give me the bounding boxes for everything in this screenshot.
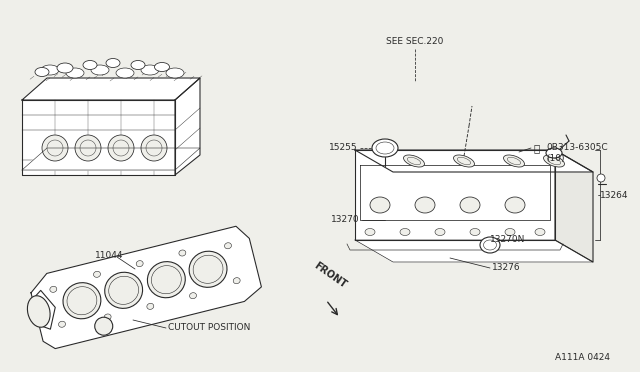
Ellipse shape [189,293,196,299]
Polygon shape [360,165,550,220]
Text: 0B313-6305C: 0B313-6305C [546,144,607,153]
Circle shape [597,174,605,182]
Text: A111A 0424: A111A 0424 [555,353,610,362]
Text: 13270N: 13270N [490,235,525,244]
Ellipse shape [131,61,145,70]
Text: 13270: 13270 [332,215,360,224]
Ellipse shape [35,67,49,77]
Ellipse shape [400,228,410,235]
Ellipse shape [141,65,159,75]
Ellipse shape [58,321,65,327]
Ellipse shape [365,228,375,235]
Ellipse shape [41,65,59,75]
Text: (10): (10) [546,154,564,164]
Ellipse shape [480,237,500,253]
Ellipse shape [535,228,545,235]
Text: 13264: 13264 [600,190,628,199]
Polygon shape [22,78,200,100]
Ellipse shape [415,197,435,213]
Ellipse shape [106,58,120,67]
Ellipse shape [147,303,154,310]
Ellipse shape [179,250,186,256]
Ellipse shape [91,65,109,75]
Polygon shape [355,240,593,262]
Ellipse shape [504,155,524,167]
Polygon shape [31,226,261,349]
Text: 13276: 13276 [492,263,520,273]
Text: CUTOUT POSITION: CUTOUT POSITION [168,324,250,333]
Ellipse shape [66,68,84,78]
Ellipse shape [435,228,445,235]
Circle shape [95,317,113,335]
Ellipse shape [189,251,227,287]
Text: Ⓢ: Ⓢ [533,143,540,153]
Ellipse shape [136,261,143,267]
Ellipse shape [225,243,232,249]
Ellipse shape [63,283,101,319]
Ellipse shape [93,271,100,278]
Text: SEE SEC.220: SEE SEC.220 [387,38,444,46]
Polygon shape [355,150,555,240]
Ellipse shape [370,197,390,213]
Circle shape [108,135,134,161]
Circle shape [141,135,167,161]
Ellipse shape [50,286,57,292]
Ellipse shape [83,61,97,70]
Ellipse shape [372,139,398,157]
Text: 11044: 11044 [95,250,124,260]
Polygon shape [175,78,200,175]
Ellipse shape [233,278,240,284]
Ellipse shape [147,262,186,298]
Ellipse shape [546,148,562,158]
Polygon shape [355,150,593,172]
Circle shape [75,135,101,161]
Ellipse shape [166,68,184,78]
Ellipse shape [57,63,73,73]
Ellipse shape [105,272,143,308]
Ellipse shape [28,296,50,327]
Ellipse shape [470,228,480,235]
Ellipse shape [505,197,525,213]
Ellipse shape [404,155,424,167]
Polygon shape [22,100,175,175]
Polygon shape [29,291,55,329]
Ellipse shape [505,228,515,235]
Ellipse shape [104,314,111,320]
Polygon shape [22,148,200,170]
Ellipse shape [116,68,134,78]
Ellipse shape [154,62,170,71]
Text: FRONT: FRONT [312,260,348,290]
Ellipse shape [454,155,474,167]
Ellipse shape [543,155,564,167]
Circle shape [42,135,68,161]
Ellipse shape [460,197,480,213]
Polygon shape [555,150,593,262]
Text: 15255: 15255 [330,144,358,153]
